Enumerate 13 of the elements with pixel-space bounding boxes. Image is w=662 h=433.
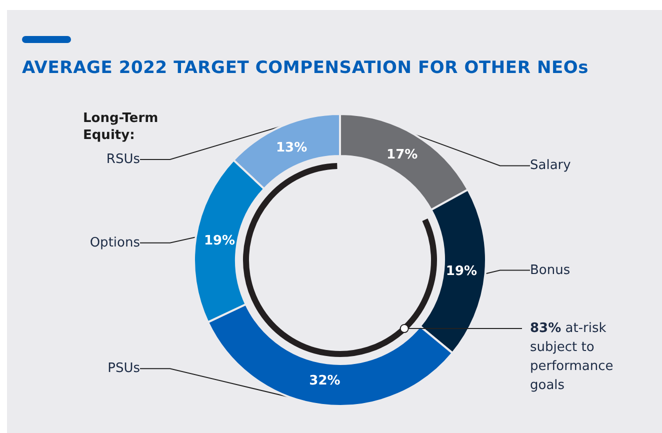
slice-label: Bonus [530,262,570,278]
data-label: 19% [204,233,236,248]
text: Long-Term Equity: [83,110,160,144]
slice-label: Salary [530,158,572,174]
slice-label: Options [90,235,140,250]
slice-label: RSUs [106,152,140,168]
text: 83% at-risk subject to performance goals [530,320,614,395]
data-label: 17% [386,147,418,162]
chart-title: AVERAGE 2022 TARGET COMPENSATION FOR OTHER NEOs [22,58,589,78]
slice-label: PSUs [108,361,140,376]
data-label: 13% [276,140,308,156]
data-label: 32% [309,374,340,389]
data-label: 19% [446,264,478,279]
